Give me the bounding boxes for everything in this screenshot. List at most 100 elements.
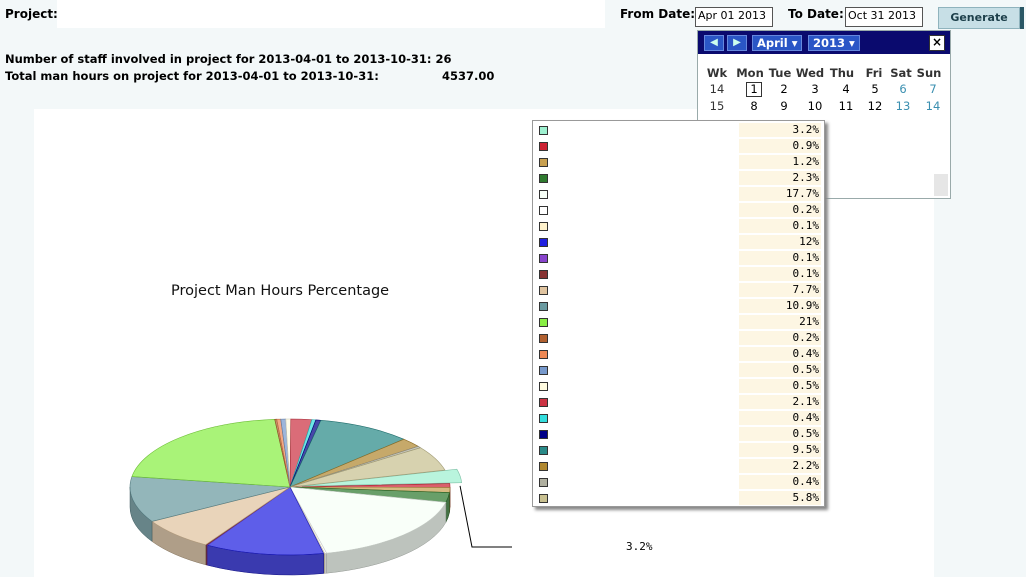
chevron-down-icon: ▾ — [849, 36, 855, 50]
pie-slice — [289, 419, 405, 488]
legend-swatch — [539, 382, 548, 391]
calendar-day[interactable]: 11 — [838, 99, 854, 113]
legend-swatch — [539, 398, 548, 407]
calendar-week-row: 14 1 2 3 4 5 6 7 — [698, 82, 950, 98]
legend-item: 0.4% — [533, 411, 824, 427]
pie-slice — [129, 476, 291, 522]
legend-percent: 2.3% — [739, 171, 821, 185]
pie-slice — [131, 419, 291, 488]
legend-percent: 0.5% — [739, 427, 821, 441]
legend-swatch — [539, 478, 548, 487]
legend-swatch — [539, 158, 548, 167]
legend-swatch — [539, 494, 548, 503]
month-value: April — [757, 36, 788, 50]
legend-item: 1.2% — [533, 155, 824, 171]
calendar-day-selected[interactable]: 1 — [739, 82, 769, 97]
legend-swatch — [539, 206, 548, 215]
calendar-day[interactable]: 5 — [871, 82, 879, 96]
close-icon[interactable]: × — [929, 35, 945, 51]
calendar-weekday-row: Wk Mon Tue Wed Thu Fri Sat Sun — [698, 66, 950, 82]
generate-button[interactable]: Generate — [938, 7, 1020, 29]
from-date-label: From Date: — [620, 7, 696, 21]
legend-item: 9.5% — [533, 443, 824, 459]
legend-swatch — [539, 254, 548, 263]
pie-slice — [206, 486, 325, 556]
legend-item: 0.4% — [533, 475, 824, 491]
hours-label: Total man hours on project for 2013-04-0… — [5, 69, 379, 83]
legend-item: 7.7% — [533, 283, 824, 299]
to-date-input[interactable]: Oct 31 2013 — [845, 7, 923, 27]
legend-swatch — [539, 142, 548, 151]
calendar-day[interactable]: 6 — [899, 82, 907, 96]
legend-swatch — [539, 270, 548, 279]
legend-item: 3.2% — [533, 123, 824, 139]
calendar-day[interactable]: 14 — [925, 99, 941, 113]
legend-percent: 10.9% — [739, 299, 821, 313]
week-number: 14 — [709, 82, 725, 96]
chevron-down-icon: ▾ — [791, 36, 798, 50]
legend-swatch — [539, 446, 548, 455]
calendar-day[interactable]: 8 — [750, 99, 758, 113]
weekday-header: Fri — [865, 66, 883, 80]
calendar-day[interactable]: 12 — [867, 99, 883, 113]
legend-swatch — [539, 222, 548, 231]
month-select[interactable]: April ▾ — [752, 35, 803, 51]
chart-title: Project Man Hours Percentage — [171, 283, 390, 299]
legend-percent: 0.1% — [739, 267, 821, 281]
weekday-header: Wed — [795, 66, 825, 80]
calendar-day[interactable]: 7 — [929, 82, 937, 96]
legend-swatch — [539, 302, 548, 311]
legend-item: 0.2% — [533, 331, 824, 347]
legend-percent: 0.9% — [739, 139, 821, 153]
pie-callout-line — [459, 485, 512, 548]
legend-item: 0.1% — [533, 251, 824, 267]
calendar-day[interactable]: 4 — [842, 82, 850, 96]
legend-item: 0.9% — [533, 139, 824, 155]
weekday-header: Mon — [736, 66, 764, 80]
legend-percent: 1.2% — [739, 155, 821, 169]
legend-percent: 0.4% — [739, 411, 821, 425]
scrollbar-thumb[interactable] — [934, 174, 948, 196]
legend-item: 17.7% — [533, 187, 824, 203]
calendar-day[interactable]: 3 — [811, 82, 819, 96]
legend-swatch — [539, 350, 548, 359]
legend-percent: 5.8% — [739, 491, 821, 505]
selected-day-box: 1 — [746, 82, 762, 97]
legend-percent: 0.1% — [739, 219, 821, 233]
chart-legend: 3.2% 0.9% 1.2% 2.3% 17.7% 0.2% 0.1% 12% 0.1% 0.1%… — [532, 120, 825, 507]
legend-item: 0.1% — [533, 219, 824, 235]
calendar-day[interactable]: 10 — [807, 99, 823, 113]
calendar-week-row: 15 8 9 10 11 12 13 14 — [698, 99, 950, 115]
calendar-day[interactable]: 9 — [780, 99, 788, 113]
to-date-label: To Date: — [788, 7, 844, 21]
legend-percent: 0.5% — [739, 379, 821, 393]
from-date-input[interactable]: Apr 01 2013 — [695, 7, 773, 27]
legend-swatch — [539, 334, 548, 343]
prev-month-icon[interactable]: ◀ — [704, 35, 724, 51]
legend-percent: 2.1% — [739, 395, 821, 409]
legend-percent: 0.1% — [739, 251, 821, 265]
legend-item: 0.5% — [533, 363, 824, 379]
pie-slice-side — [324, 552, 327, 574]
calendar-header: ◀ ▶ April ▾ 2013 ▾ × — [698, 31, 950, 54]
legend-item: 21% — [533, 315, 824, 331]
legend-percent: 0.2% — [739, 331, 821, 345]
year-select[interactable]: 2013 ▾ — [808, 35, 860, 51]
calendar-day[interactable]: 2 — [780, 82, 788, 96]
legend-percent: 0.2% — [739, 203, 821, 217]
legend-swatch — [539, 430, 548, 439]
project-label: Project: — [5, 7, 58, 21]
calendar-day[interactable]: 13 — [895, 99, 911, 113]
legend-item: 2.2% — [533, 459, 824, 475]
pie-slice — [301, 468, 463, 487]
weekday-header: Tue — [768, 66, 792, 80]
legend-percent: 21% — [739, 315, 821, 329]
project-input[interactable] — [57, 0, 605, 28]
legend-swatch — [539, 414, 548, 423]
legend-item: 0.4% — [533, 347, 824, 363]
hours-value: 4537.00 — [442, 69, 495, 83]
legend-item: 5.8% — [533, 491, 824, 507]
week-number: 15 — [709, 99, 725, 113]
next-month-icon[interactable]: ▶ — [727, 35, 747, 51]
